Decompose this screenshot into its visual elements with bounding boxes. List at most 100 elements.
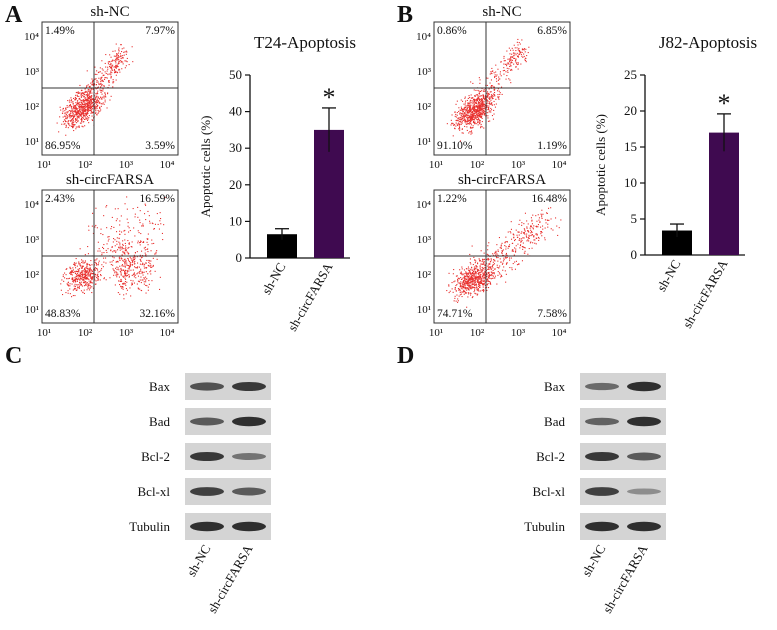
- flow-dot: [118, 241, 120, 243]
- blot-band: [232, 487, 266, 496]
- flow-dot: [91, 292, 93, 294]
- flow-dot: [66, 117, 68, 119]
- flow-dot: [455, 300, 457, 302]
- flow-dot: [76, 95, 78, 97]
- flow-dot: [76, 273, 78, 275]
- flow-dot: [119, 271, 121, 273]
- flow-dot: [112, 86, 114, 88]
- flow-dot: [491, 272, 493, 274]
- flow-dot: [531, 231, 533, 233]
- y-tick-label: 20: [624, 103, 637, 118]
- flow-dot: [99, 279, 101, 281]
- flow-dot: [69, 272, 71, 274]
- flow-dot: [465, 278, 467, 280]
- chart-title: J82-Apoptosis: [659, 33, 757, 52]
- quadrant-percent: 6.85%: [537, 25, 567, 37]
- flow-dot: [474, 102, 476, 104]
- flow-dot: [475, 109, 477, 111]
- flow-dot: [477, 104, 479, 106]
- flow-dot: [92, 119, 94, 121]
- flow-dot: [81, 270, 83, 272]
- flow-dot: [96, 275, 98, 277]
- flow-dot: [477, 124, 479, 126]
- flow-dot: [527, 230, 529, 232]
- flow-dot: [469, 120, 471, 122]
- flow-dot: [100, 269, 102, 271]
- blot-band: [585, 487, 619, 496]
- flow-dot: [69, 113, 71, 115]
- flow-dot: [87, 119, 89, 121]
- flow-dot: [70, 115, 72, 117]
- flow-dot: [120, 215, 122, 217]
- flow-dot: [107, 61, 109, 63]
- flow-dot: [102, 246, 104, 248]
- flow-dot: [120, 44, 122, 46]
- flow-dot: [75, 289, 77, 291]
- flow-dot: [467, 122, 469, 124]
- flow-dot: [477, 273, 479, 275]
- flow-dot: [107, 248, 109, 250]
- flow-dot: [94, 261, 96, 263]
- flow-dot: [493, 259, 495, 261]
- flow-dot: [101, 89, 103, 91]
- flow-dot: [483, 274, 485, 276]
- flow-dot: [82, 291, 84, 293]
- flow-dot: [128, 265, 130, 267]
- flow-dot: [471, 115, 473, 117]
- flow-dot: [77, 274, 79, 276]
- flow-dot: [125, 273, 127, 275]
- flow-dot: [488, 275, 490, 277]
- flow-dot: [483, 114, 485, 116]
- flow-dot: [144, 203, 146, 205]
- flow-dot: [473, 256, 475, 258]
- flow-dot: [84, 275, 86, 277]
- flow-dot: [71, 123, 73, 125]
- flow-dot: [84, 276, 86, 278]
- flow-dot: [493, 272, 495, 274]
- flow-dot: [467, 288, 469, 290]
- flow-dot: [465, 108, 467, 110]
- flow-dot: [78, 261, 80, 263]
- flow-dot: [81, 275, 83, 277]
- flow-dot: [474, 287, 476, 289]
- flow-dot: [487, 115, 489, 117]
- flow-dot: [474, 123, 476, 125]
- flow-dot: [490, 94, 492, 96]
- flow-dot: [514, 268, 516, 270]
- flow-dot: [103, 244, 105, 246]
- flow-dot: [521, 222, 523, 224]
- flow-dot: [109, 54, 111, 56]
- flow-dot: [512, 49, 514, 51]
- flow-dot: [97, 277, 99, 279]
- flow-dot: [523, 232, 525, 234]
- flow-dot: [495, 75, 497, 77]
- flow-dot: [487, 267, 489, 269]
- flow-dot: [479, 272, 481, 274]
- flow-dot: [516, 236, 518, 238]
- flow-dot: [484, 95, 486, 97]
- flow-dot: [467, 103, 469, 105]
- x-tick-label: 10¹: [429, 159, 443, 171]
- flow-dot: [146, 285, 148, 287]
- flow-dot: [134, 235, 136, 237]
- flow-dot: [482, 97, 484, 99]
- flow-dot: [467, 276, 469, 278]
- flow-dot: [496, 80, 498, 82]
- flow-dot: [126, 208, 128, 210]
- flow-dot: [86, 262, 88, 264]
- flow-dot: [452, 122, 454, 124]
- bar: [267, 234, 297, 258]
- flow-dot: [486, 102, 488, 104]
- flow-dot: [88, 109, 90, 111]
- flow-dot: [530, 225, 532, 227]
- flow-dot: [65, 126, 67, 128]
- flow-dot: [74, 265, 76, 267]
- flow-dot: [469, 262, 471, 264]
- flow-dot: [476, 105, 478, 107]
- flow-dot: [470, 114, 472, 116]
- flow-dot: [523, 223, 525, 225]
- flow-dot: [464, 114, 466, 116]
- flow-dot: [492, 85, 494, 87]
- flow-dot: [128, 275, 130, 277]
- flow-dot: [476, 277, 478, 279]
